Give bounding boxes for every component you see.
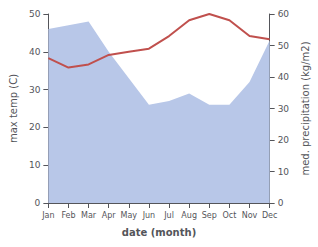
svg-text:20: 20 (29, 122, 41, 132)
svg-text:10: 10 (278, 167, 290, 177)
svg-text:30: 30 (29, 85, 41, 95)
svg-text:0: 0 (278, 198, 284, 208)
svg-text:Jun: Jun (142, 211, 156, 220)
svg-text:Oct: Oct (222, 211, 236, 220)
svg-text:10: 10 (29, 160, 41, 170)
svg-text:Apr: Apr (102, 211, 117, 220)
svg-text:60: 60 (278, 9, 290, 19)
svg-text:Nov: Nov (242, 211, 258, 220)
svg-text:Mar: Mar (81, 211, 97, 220)
svg-text:40: 40 (278, 72, 290, 82)
svg-text:20: 20 (278, 135, 290, 145)
svg-text:0: 0 (35, 198, 41, 208)
svg-text:30: 30 (278, 104, 290, 114)
svg-text:Sep: Sep (202, 211, 217, 220)
svg-text:Jul: Jul (163, 211, 174, 220)
svg-text:50: 50 (278, 41, 290, 51)
svg-text:Jan: Jan (41, 211, 54, 220)
svg-text:med. precipitation (kg/m2): med. precipitation (kg/m2) (300, 41, 311, 175)
svg-text:max temp (C): max temp (C) (8, 74, 19, 143)
svg-text:50: 50 (29, 9, 41, 19)
svg-text:Dec: Dec (262, 211, 277, 220)
svg-text:Aug: Aug (181, 211, 197, 220)
svg-text:Feb: Feb (61, 211, 75, 220)
svg-text:May: May (121, 211, 138, 220)
svg-text:40: 40 (29, 47, 41, 57)
svg-text:date (month): date (month) (122, 227, 196, 238)
